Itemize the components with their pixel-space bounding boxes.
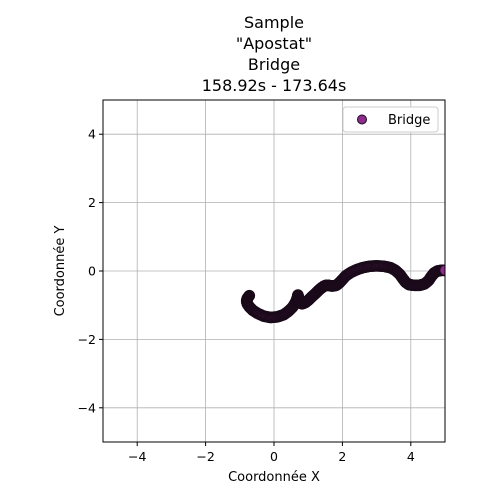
x-axis-label: Coordonnée X <box>228 470 320 485</box>
y-tick-label: 4 <box>88 127 96 142</box>
chart-title: Sample "Apostat" Bridge 158.92s - 173.64… <box>202 13 347 95</box>
legend-marker <box>357 114 367 125</box>
x-tick-label: 4 <box>407 449 415 464</box>
y-tick-label: 0 <box>88 264 96 279</box>
y-tick-label: 2 <box>88 195 96 210</box>
grid-lines <box>103 100 445 442</box>
legend-label-bridge: Bridge <box>388 113 430 128</box>
title-line-2: "Apostat" <box>236 34 312 53</box>
y-tick-label: −2 <box>78 332 96 347</box>
x-tick-label: 0 <box>270 449 278 464</box>
x-tick-label: −2 <box>196 449 214 464</box>
title-line-3: Bridge <box>248 55 300 74</box>
legend-box <box>342 106 439 133</box>
axis-ticks: −4 −2 0 2 4 −4 −2 0 2 4 <box>78 127 415 464</box>
legend: Bridge <box>342 106 439 133</box>
y-axis-label: Coordonnée Y <box>53 226 68 317</box>
title-line-4: 158.92s - 173.64s <box>202 76 347 95</box>
scatter-points <box>240 260 445 324</box>
title-line-1: Sample <box>244 13 304 32</box>
x-tick-label: −4 <box>128 449 146 464</box>
x-tick-label: 2 <box>338 449 346 464</box>
y-tick-label: −4 <box>78 400 96 415</box>
